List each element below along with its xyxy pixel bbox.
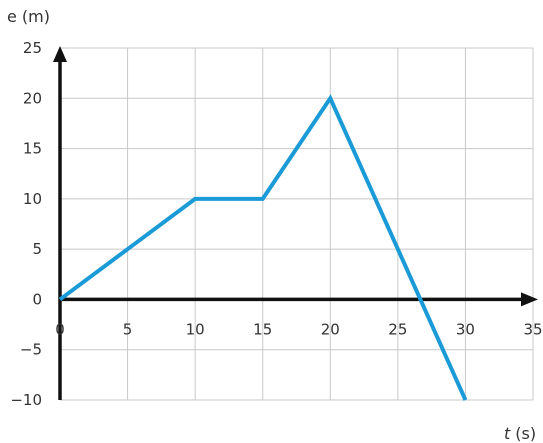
x-tick-label: 30: [456, 320, 475, 338]
x-tick-label: 15: [253, 320, 272, 338]
x-axis-arrow: [521, 292, 538, 307]
y-axis-label: e (m): [7, 7, 50, 26]
series-layer: [58, 94, 468, 401]
y-tick-label: 25: [23, 39, 42, 57]
y-axis-arrow: [53, 46, 67, 62]
grid: [59, 47, 534, 401]
x-axis-variable: t: [504, 424, 511, 443]
y-tick-label: 0: [32, 290, 42, 308]
x-axis-label: t (s): [504, 424, 536, 443]
x-tick-label: 25: [388, 320, 407, 338]
x-tick-label: 0: [55, 320, 65, 338]
x-tick-label: 10: [186, 320, 205, 338]
series-line: [58, 94, 468, 401]
y-tick-label: 15: [23, 140, 42, 158]
x-tick-label: 5: [123, 320, 133, 338]
x-tick-label: 35: [523, 320, 542, 338]
tick-labels: 0 5 10 15 20 25 30 35 −10 −5 0 5 10 15 20 25: [10, 39, 542, 409]
y-tick-label: −10: [10, 391, 42, 409]
y-tick-label: 20: [23, 89, 42, 107]
x-tick-label: 20: [321, 320, 340, 338]
x-axis-unit: (s): [515, 424, 536, 443]
axes: [53, 46, 538, 400]
y-tick-label: 5: [32, 240, 42, 258]
y-tick-label: 10: [23, 190, 42, 208]
y-tick-label: −5: [20, 341, 42, 359]
